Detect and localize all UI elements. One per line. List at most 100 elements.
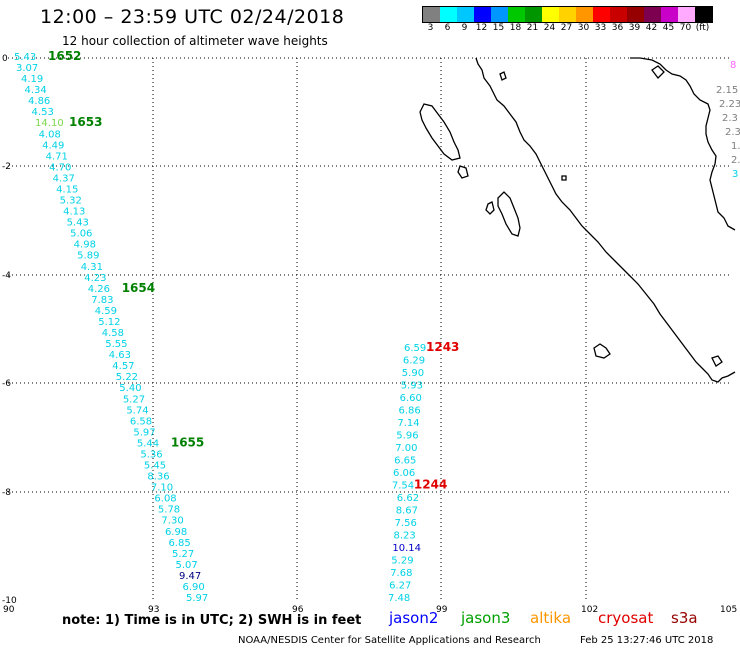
scale-swatch — [508, 7, 525, 22]
scale-label: 39 — [628, 23, 641, 33]
wave-height-label: 1.9 — [731, 141, 740, 152]
wave-height-label: 4.08 — [39, 129, 61, 140]
scale-label: 3 — [427, 23, 434, 33]
scale-label: 21 — [526, 23, 539, 33]
pass-time-label: 1655 — [171, 435, 204, 449]
edge-track: 2.15 2.23 2.3 2.3 1.9 2. — [716, 85, 740, 166]
x-tick-label: 90 — [3, 605, 15, 615]
scale-label: 45 — [662, 23, 675, 33]
wave-height-label: 2.3 — [722, 113, 738, 124]
wave-height-label: 6.86 — [399, 406, 421, 417]
altimeter-tracks: 5.433.074.194.344.864.5314.104.084.494.7… — [14, 49, 740, 604]
x-tick-label: 99 — [436, 605, 448, 615]
wave-height-label: 5.45 — [144, 461, 166, 472]
scale-swatch — [593, 7, 610, 22]
wave-height-label: 6.90 — [182, 582, 204, 593]
wave-height-label: 5.97 — [133, 427, 155, 438]
scale-swatch — [525, 7, 542, 22]
wave-height-label: 2.23 — [719, 99, 740, 110]
jason2-track: 6.59 6.295.90 5.936.60 6.867.14 5.967.00 6.65… — [388, 340, 459, 604]
wave-height-label: 7.30 — [161, 516, 183, 527]
scale-label: 33 — [594, 23, 607, 33]
lat-lon-grid: 90 93 96 99 102 105 0 -2 -4 -6 -8 -10 — [2, 54, 737, 615]
wave-height-label: 5.12 — [98, 317, 120, 328]
wave-height-label: 5.93 — [401, 381, 423, 392]
scale-swatch — [440, 7, 457, 22]
satellite-legend-jason2: jason2 — [389, 609, 439, 627]
scale-label: 24 — [543, 23, 556, 33]
sumatra-coast-north — [475, 57, 736, 383]
wave-height-label: 4.86 — [28, 96, 50, 107]
wave-height-label: 4.63 — [109, 350, 131, 361]
scale-label: 27 — [560, 23, 573, 33]
scale-swatch — [474, 7, 491, 22]
wave-height-label: 5.78 — [158, 505, 180, 516]
wave-height-label: 4.23 — [84, 273, 106, 284]
wave-height-label: 2.15 — [716, 85, 738, 96]
scale-swatch — [627, 7, 644, 22]
scale-swatch — [610, 7, 627, 22]
wave-height-label: 7.83 — [91, 295, 113, 306]
wave-height-label: 4.98 — [74, 240, 96, 251]
wave-height-label: 5.27 — [123, 394, 145, 405]
wave-height-label: 7.10 — [151, 483, 173, 494]
wave-height-label: 14.10 — [35, 118, 64, 129]
small-island-e — [651, 65, 665, 79]
wave-height-label: 4.70 — [49, 162, 71, 173]
x-tick-label: 105 — [720, 605, 737, 615]
wave-height-label: 10.14 — [392, 543, 421, 554]
wave-height-label: 5.96 — [396, 431, 418, 442]
scale-swatch — [644, 7, 661, 22]
small-island-f — [499, 71, 507, 81]
wave-height-label: 6.62 — [397, 493, 419, 504]
footer-timestamp: Feb 25 13:27:46 UTC 2018 — [580, 635, 714, 646]
wave-height-label: 8.67 — [396, 506, 418, 517]
wave-height-label: 6.85 — [168, 538, 190, 549]
wave-height-label: 7.14 — [397, 418, 419, 429]
wave-height-label: 4.58 — [102, 328, 124, 339]
wave-height-label: 6.06 — [393, 468, 415, 479]
wave-height-label: 5.44 — [137, 438, 159, 449]
wave-height-label: 5.43 — [14, 52, 36, 63]
wave-height-label: 4.15 — [56, 184, 78, 195]
small-island-a — [485, 201, 495, 215]
wave-height-label: 5.32 — [60, 196, 82, 207]
wave-height-label: 4.13 — [63, 207, 85, 218]
x-tick-label: 93 — [148, 605, 159, 615]
y-tick-label: -4 — [2, 271, 11, 281]
satellite-legend-altika: altika — [530, 609, 572, 627]
map-note: note: 1) Time is in UTC; 2) SWH is in fe… — [62, 613, 362, 628]
simeulue-island — [419, 103, 461, 161]
y-tick-label: -10 — [2, 596, 17, 606]
wave-height-label: 9.47 — [179, 571, 201, 582]
wave-height-label: 5.07 — [175, 560, 197, 571]
y-tick-label: -2 — [2, 162, 11, 172]
wave-height-label: 4.19 — [21, 74, 43, 85]
wave-height-label: 5.36 — [140, 449, 162, 460]
wave-height-label: 6.98 — [165, 527, 187, 538]
scale-label: 12 — [475, 23, 488, 33]
wave-height-label: 6.29 — [403, 356, 425, 367]
wave-height-scale-labels: 3 6 9 12 15 18 21 24 27 30 33 36 39 42 45 70 (ft) — [422, 23, 711, 33]
wave-height-label: 5.89 — [77, 251, 99, 262]
pass-time-label: 1653 — [69, 115, 102, 129]
wave-height-label: 4.37 — [53, 173, 75, 184]
wave-height-label: 6.08 — [154, 494, 176, 505]
wave-height-label: 5.55 — [105, 339, 127, 350]
nias-island — [497, 191, 521, 237]
wave-height-label: 5.27 — [172, 549, 194, 560]
footer-credit: NOAA/NESDIS Center for Satellite Applica… — [238, 635, 541, 646]
wave-height-label: 5.43 — [67, 218, 89, 229]
pass-time-label: 1654 — [122, 281, 155, 295]
wave-height-label: 7.00 — [395, 443, 417, 454]
map-subtitle: 12 hour collection of altimeter wave hei… — [62, 34, 328, 48]
wave-height-label: 3.07 — [16, 63, 38, 74]
wave-height-label: 6.65 — [394, 456, 416, 467]
scale-swatch — [542, 7, 559, 22]
scale-swatch — [423, 7, 440, 22]
wave-height-label: 6.58 — [130, 416, 152, 427]
scale-swatch — [491, 7, 508, 22]
edge-fragment: 8 — [730, 60, 736, 71]
wave-height-label: 5.22 — [116, 372, 138, 383]
